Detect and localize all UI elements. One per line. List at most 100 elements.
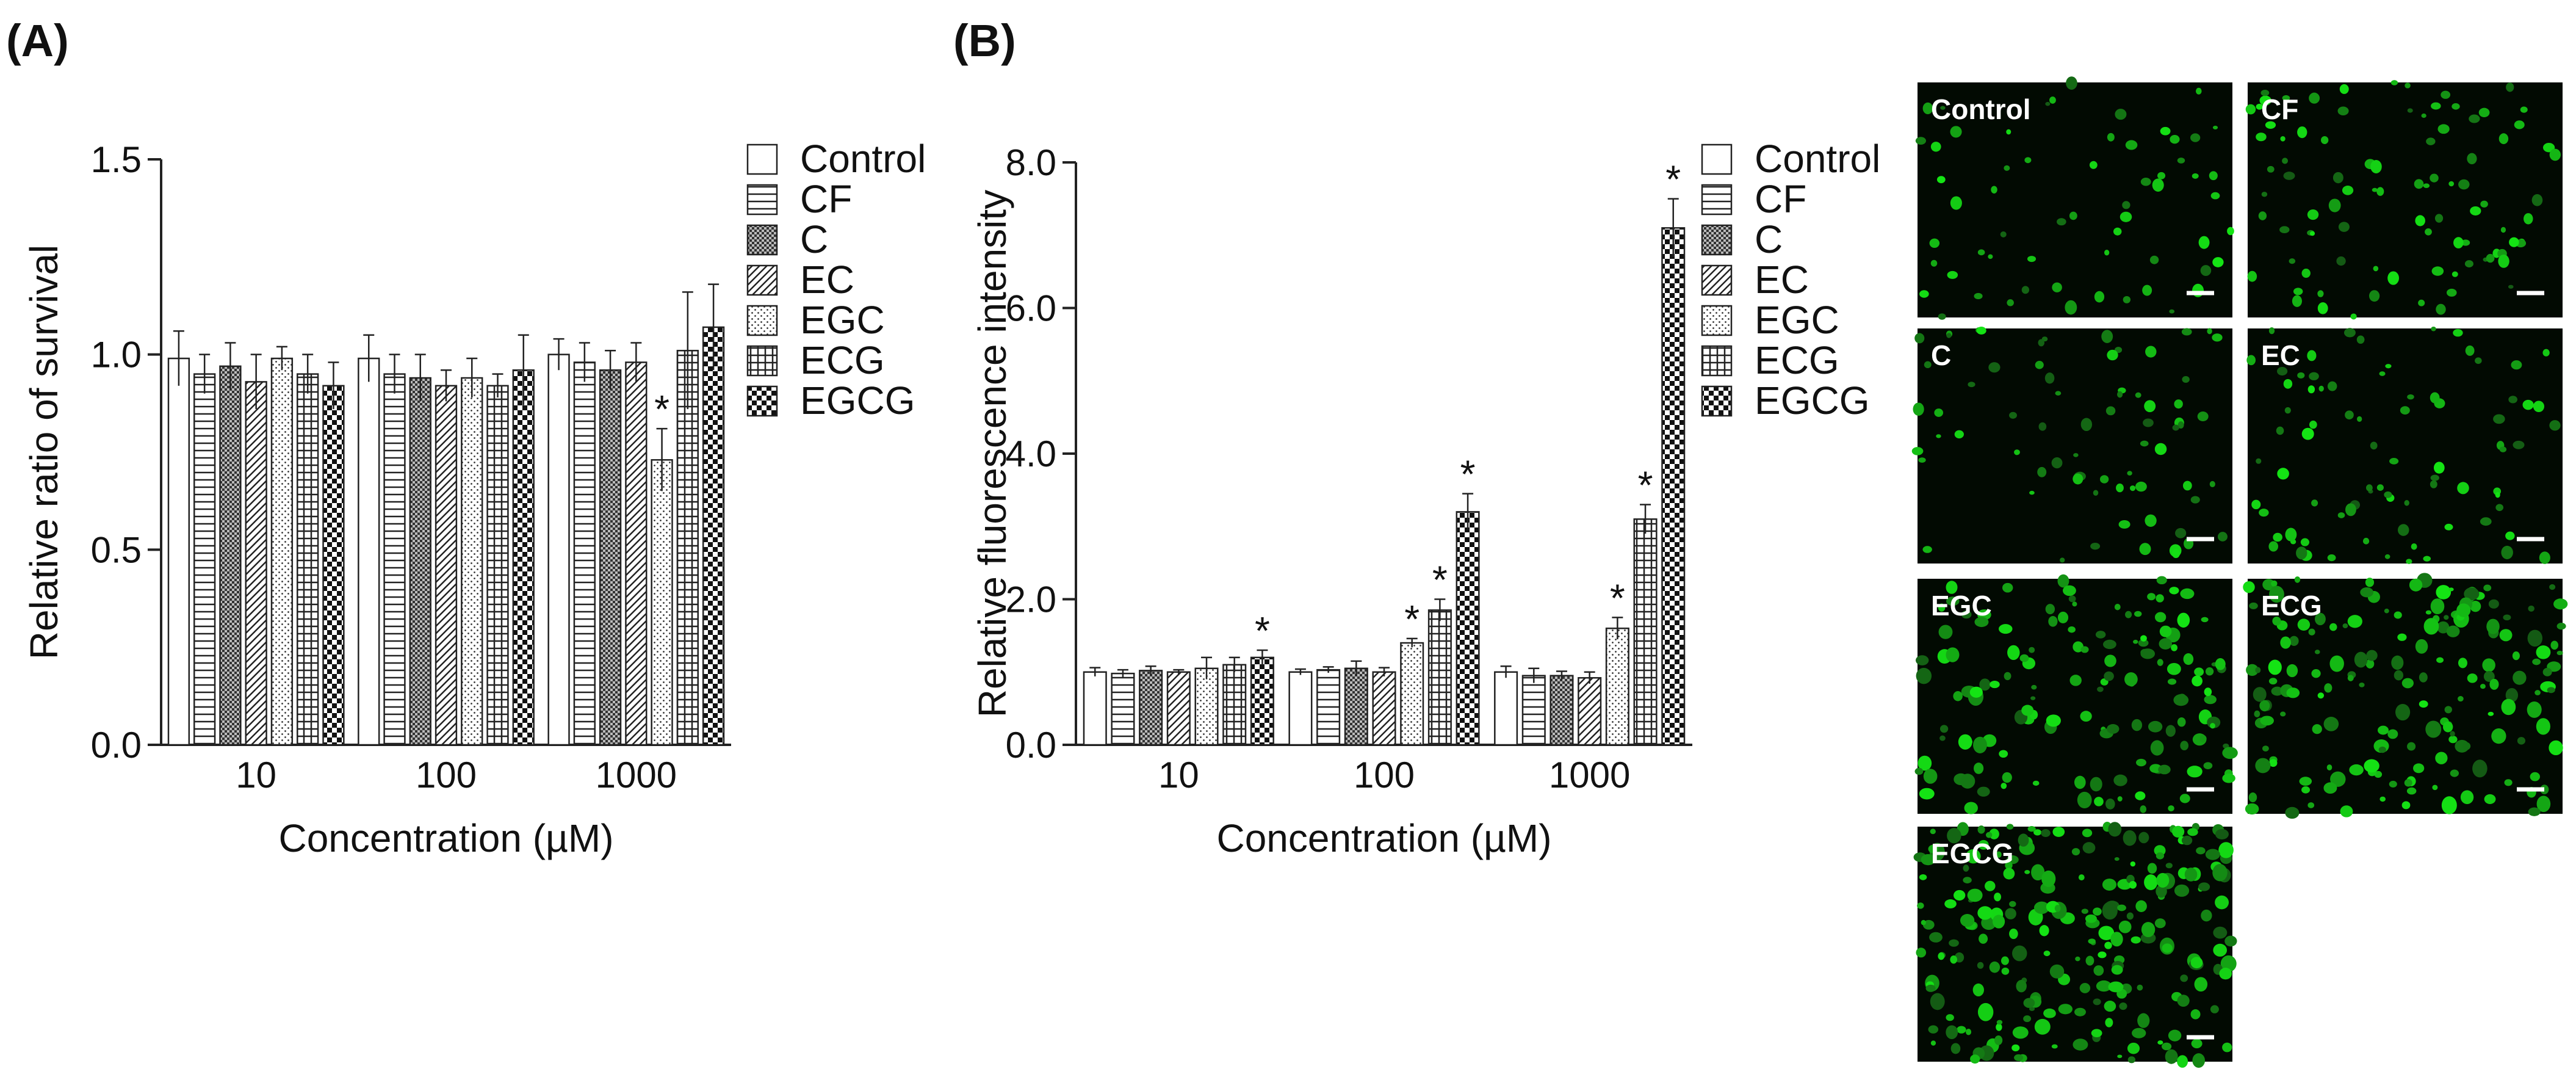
cell <box>2172 424 2179 431</box>
legend-label: CF <box>1755 177 1806 221</box>
cell <box>2135 392 2141 398</box>
micrograph-label: EGCG <box>1931 838 2013 869</box>
cell <box>1976 326 1986 335</box>
cell <box>2520 106 2528 113</box>
cell <box>2110 932 2123 947</box>
cell <box>2425 610 2432 615</box>
cell <box>2450 731 2455 737</box>
legend-swatch <box>746 184 778 216</box>
cell <box>2549 740 2563 756</box>
cell <box>2379 796 2386 802</box>
cell <box>1977 249 1985 256</box>
cell <box>2297 126 2307 139</box>
cell <box>2448 735 2458 744</box>
cell <box>2419 700 2428 708</box>
cell <box>1985 832 1993 838</box>
legend-label: C <box>800 217 828 261</box>
cell <box>2253 687 2267 702</box>
cell <box>1938 952 1945 960</box>
cell <box>1922 102 1933 115</box>
cell <box>2327 554 2336 562</box>
cell <box>2169 309 2175 314</box>
cell <box>1919 788 1935 800</box>
cell <box>2249 602 2258 609</box>
cell <box>2138 639 2149 647</box>
micrograph: ECG <box>2243 573 2568 819</box>
panel-label: (B) <box>953 15 1016 66</box>
cell <box>2181 835 2193 846</box>
cell <box>2204 695 2217 705</box>
cell <box>1946 596 1960 606</box>
error-bar <box>276 346 287 371</box>
cell <box>2536 718 2550 735</box>
cell <box>2517 737 2525 745</box>
legend-swatch <box>1701 305 1733 336</box>
cell <box>2323 717 2339 731</box>
cell <box>2349 764 2364 776</box>
cell <box>2104 671 2114 681</box>
cell <box>2212 125 2218 130</box>
cell <box>2425 720 2442 738</box>
cell <box>2245 104 2256 115</box>
cell <box>1946 647 1960 662</box>
significance-label: * <box>1404 597 1420 641</box>
cell <box>2131 719 2143 731</box>
x-tick-label: 1000 <box>596 755 677 796</box>
cell <box>2329 655 2344 672</box>
cell <box>2165 1049 2178 1064</box>
cell <box>2486 253 2495 263</box>
legend-swatch <box>746 345 778 377</box>
cell <box>2532 658 2541 665</box>
cell <box>1917 902 1924 909</box>
cell <box>2260 716 2274 726</box>
cell <box>2048 615 2058 627</box>
error-bar <box>466 357 478 397</box>
bar <box>409 377 431 746</box>
cell <box>2135 481 2147 492</box>
cell <box>2397 633 2407 641</box>
cell <box>2297 618 2311 631</box>
cell <box>2387 271 2399 285</box>
bar <box>461 377 483 746</box>
cell <box>2404 500 2409 506</box>
bar <box>1633 518 1658 746</box>
cell <box>2069 211 2077 220</box>
y-tick-label: 1.0 <box>91 335 142 375</box>
legend-swatch <box>746 264 778 296</box>
cell <box>2104 941 2112 949</box>
cell <box>2356 335 2365 344</box>
cell <box>2284 407 2291 414</box>
cell <box>2002 582 2013 593</box>
cell <box>2168 1029 2182 1042</box>
cell <box>2180 741 2188 751</box>
cell <box>2212 257 2224 267</box>
bar <box>435 385 458 746</box>
cell <box>2307 385 2315 394</box>
cell <box>2171 549 2180 559</box>
cell <box>2177 1055 2188 1068</box>
cell <box>2102 902 2118 920</box>
error-bar <box>250 353 262 410</box>
cell <box>1938 603 1946 612</box>
cell <box>2156 885 2167 898</box>
cell <box>2157 1040 2163 1045</box>
error-bar <box>1117 669 1128 678</box>
cell <box>2165 863 2173 869</box>
cell <box>2215 828 2229 839</box>
bar <box>322 385 345 746</box>
cell <box>2089 161 2098 169</box>
cell <box>2401 801 2411 810</box>
cell <box>2180 974 2188 982</box>
cell <box>2256 458 2262 464</box>
cell <box>2004 672 2011 681</box>
cell <box>2012 945 2027 962</box>
cell <box>2104 654 2116 667</box>
error-bar <box>1089 667 1101 676</box>
cell <box>2308 628 2315 636</box>
cell <box>1930 993 1945 1010</box>
cell <box>2219 968 2232 980</box>
cell <box>2549 420 2561 431</box>
legend-swatch <box>746 143 778 175</box>
cell <box>2133 639 2138 644</box>
cell <box>1930 259 1938 267</box>
